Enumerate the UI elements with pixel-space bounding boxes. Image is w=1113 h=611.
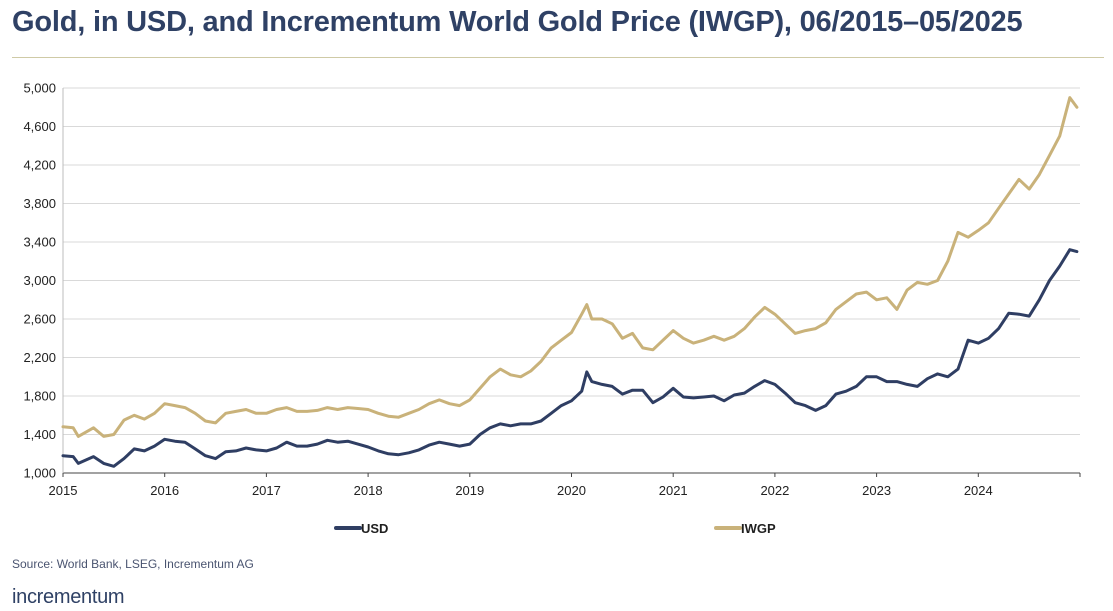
chart-title: Gold, in USD, and Incrementum World Gold…	[12, 6, 1023, 38]
y-tick-label: 1,400	[23, 427, 56, 442]
y-tick-label: 2,200	[23, 350, 56, 365]
x-tick-label: 2018	[354, 483, 383, 498]
line-chart: 1,000 1,400 1,800 2,200 2,600 3,000 3,400 3,800…	[23, 81, 1081, 536]
incrementum-logo: incrementum	[12, 586, 125, 608]
y-tick-label: 4,200	[23, 158, 56, 173]
x-tick-label: 2017	[252, 483, 281, 498]
title-divider	[12, 57, 1104, 58]
y-tick-label: 1,800	[23, 389, 56, 404]
x-tick-label: 2015	[49, 483, 78, 498]
series-line-usd	[61, 248, 1079, 468]
legend: USD IWGP	[334, 521, 776, 536]
x-tick-label: 2023	[862, 483, 891, 498]
x-axis	[62, 88, 1081, 477]
x-axis-tick-labels: 2015 2016 2017 2018 2019 2020 2021 2022 2023 2024	[49, 483, 993, 498]
x-tick-label: 2024	[964, 483, 993, 498]
y-tick-label: 3,400	[23, 235, 56, 250]
x-tick-label: 2019	[455, 483, 484, 498]
y-tick-label: 2,600	[23, 312, 56, 327]
x-tick-label: 2016	[150, 483, 179, 498]
legend-label-usd: USD	[361, 521, 388, 536]
x-tick-label: 2020	[557, 483, 586, 498]
y-tick-label: 4,600	[23, 119, 56, 134]
gridlines	[63, 87, 1080, 435]
y-tick-label: 3,800	[23, 196, 56, 211]
y-tick-label: 3,000	[23, 273, 56, 288]
series-line-iwgp	[61, 96, 1079, 438]
x-tick-label: 2022	[760, 483, 789, 498]
x-tick-label: 2021	[659, 483, 688, 498]
y-axis-tick-labels: 1,000 1,400 1,800 2,200 2,600 3,000 3,400 3,800…	[23, 81, 56, 481]
source-note: Source: World Bank, LSEG, Incrementum AG	[12, 557, 254, 571]
y-tick-label: 1,000	[23, 466, 56, 481]
legend-label-iwgp: IWGP	[741, 521, 776, 536]
y-tick-label: 5,000	[23, 81, 56, 96]
series-lines	[61, 96, 1079, 468]
